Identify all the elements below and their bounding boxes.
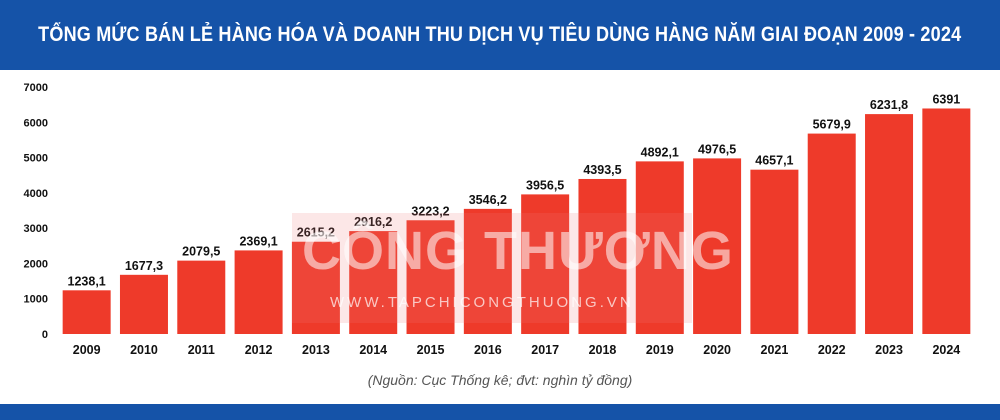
x-tick-label: 2016 <box>474 343 502 357</box>
x-tick-label: 2011 <box>188 343 215 357</box>
data-label: 1238,1 <box>68 274 106 288</box>
x-tick-label: 2010 <box>130 343 158 357</box>
bar <box>62 290 111 334</box>
bar <box>349 231 398 334</box>
y-tick-label: 7000 <box>24 82 48 94</box>
page-title: TỔNG MỨC BÁN LẺ HÀNG HÓA VÀ DOANH THU DỊ… <box>38 23 962 46</box>
data-label: 4657,1 <box>755 154 793 168</box>
data-label: 3956,5 <box>526 178 564 192</box>
x-tick-label: 2019 <box>646 343 674 357</box>
x-tick-label: 2012 <box>245 343 273 357</box>
bar <box>807 133 856 334</box>
y-tick-label: 1000 <box>24 294 48 306</box>
data-label: 2615,2 <box>297 226 335 240</box>
y-tick-label: 4000 <box>24 188 48 200</box>
y-tick-label: 3000 <box>24 223 48 235</box>
data-label: 4892,1 <box>641 145 679 159</box>
data-label: 2369,1 <box>239 234 277 248</box>
data-label: 2916,2 <box>354 215 392 229</box>
x-tick-label: 2024 <box>932 343 960 357</box>
bar <box>865 114 914 334</box>
data-label: 6231,8 <box>870 98 908 112</box>
x-tick-label: 2015 <box>417 343 445 357</box>
data-label: 3223,2 <box>411 204 449 218</box>
bar <box>635 161 684 334</box>
x-tick-label: 2014 <box>359 343 387 357</box>
x-tick-label: 2022 <box>818 343 846 357</box>
watermark-text: CÔNG THƯƠNG <box>302 221 734 281</box>
x-tick-label: 2018 <box>589 343 617 357</box>
source-note: (Nguồn: Cục Thống kê; đvt: nghìn tỷ đồng… <box>367 372 633 388</box>
data-label: 2079,5 <box>182 245 220 259</box>
x-tick-label: 2013 <box>302 343 330 357</box>
data-label: 4393,5 <box>583 163 621 177</box>
bar <box>693 158 742 334</box>
bar <box>177 260 226 334</box>
x-tick-label: 2009 <box>73 343 101 357</box>
bar-chart: 0 1000 2000 3000 4000 5000 6000 7000 1238,1 2009 1… <box>24 82 971 357</box>
header-banner: TỔNG MỨC BÁN LẺ HÀNG HÓA VÀ DOANH THU DỊ… <box>0 0 1000 70</box>
bar <box>406 220 455 334</box>
y-tick-label: 6000 <box>24 117 48 129</box>
bar <box>234 250 283 334</box>
data-label: 6391 <box>932 92 960 106</box>
x-tick-label: 2021 <box>761 343 789 357</box>
data-label: 1677,3 <box>125 259 163 273</box>
data-label: 4976,5 <box>698 142 736 156</box>
bar <box>521 194 570 334</box>
y-tick-label: 2000 <box>24 258 48 270</box>
bar <box>922 108 971 334</box>
y-tick-label: 5000 <box>24 153 48 165</box>
bar <box>119 274 168 334</box>
bar <box>750 169 799 334</box>
y-tick-label: 0 <box>42 329 48 341</box>
bar <box>578 178 627 334</box>
watermark-url: WWW.TAPCHICONGTHUONG.VN <box>330 294 634 311</box>
data-label: 5679,9 <box>813 118 851 132</box>
x-tick-label: 2017 <box>531 343 559 357</box>
data-label: 3546,2 <box>469 193 507 207</box>
watermark-panel <box>292 213 692 323</box>
x-tick-label: 2023 <box>875 343 903 357</box>
chart-area: 0 1000 2000 3000 4000 5000 6000 7000 1238,1 2009 1… <box>0 70 1000 370</box>
bar <box>463 208 512 334</box>
bottom-strip <box>0 404 1000 420</box>
x-tick-label: 2020 <box>703 343 731 357</box>
bar <box>291 241 340 334</box>
